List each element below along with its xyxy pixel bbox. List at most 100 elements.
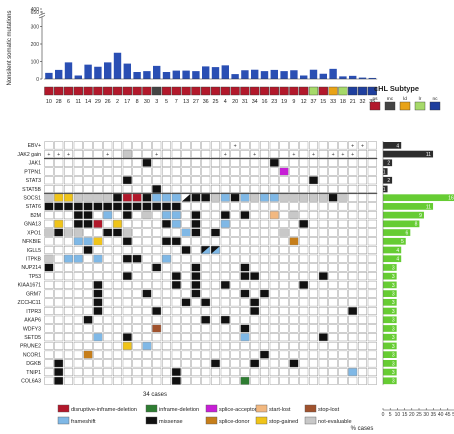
mutation-bar [319,73,327,79]
case-id-label: 11 [75,99,81,105]
grid-cell [289,263,299,272]
grid-cell [63,211,73,220]
grid-cell [348,237,358,246]
mutation-bar [329,68,337,79]
mutation-legend-label: splice-donor [219,419,250,425]
grid-cell [250,228,260,237]
grid-cell [318,376,328,385]
grid-cell [299,333,309,342]
grid-cell [338,254,348,263]
grid-cell [191,254,201,263]
grid-cell [73,219,83,228]
grid-cell [191,237,201,246]
subtype-legend-code: mc [387,97,394,102]
grid-cell [191,158,201,167]
mutation-legend-label: splice-acceptor [219,407,257,413]
grid-cell [289,359,299,368]
grid-cell [289,298,299,307]
grid-cell [240,341,250,350]
grid-cell [63,167,73,176]
case-id-label: 7 [175,99,178,105]
grid-cell [63,298,73,307]
grid-cell [152,307,162,315]
case-id-label: 8 [136,99,139,105]
grid-cell [338,324,348,333]
grid-cell [201,228,211,237]
grid-cell [260,324,270,333]
grid-cell [142,333,152,342]
grid-cell [181,298,191,307]
grid-cell [171,254,181,263]
grid-cell [93,193,103,202]
grid-cell [152,141,162,150]
grid-cell [367,246,377,254]
grid-cell [269,263,279,272]
grid-cell [348,193,358,202]
grid-cell [338,298,348,307]
case-id-label: 3 [155,99,158,105]
grid-cell [210,167,220,176]
grid-cell [240,176,250,185]
grid-cell [299,376,309,385]
grid-cell [299,350,309,359]
grid-cell [269,219,279,228]
grid-cell [152,211,162,220]
gene-frequency-label: 11 [426,152,431,158]
grid-cell [171,176,181,185]
grid-cell [142,150,152,159]
grid-cell [299,289,309,298]
grid-cell [44,141,54,150]
gene-frequency-label: 1 [383,169,386,175]
grid-cell [171,167,181,176]
grid-cell [142,141,152,150]
grid-cell [63,333,73,342]
grid-cell [318,237,328,246]
grid-cell [191,184,201,193]
grid-cell [279,193,289,202]
grid-cell [240,211,250,220]
grid-cell [348,298,358,307]
grid-cell [44,307,54,315]
grid-cell [279,341,289,350]
grid-cell [112,254,122,263]
subtype-legend: cHL Subtype ns mc ld lr nc [369,84,441,111]
gene-label: SOCS1 [23,195,41,201]
grid-cell [309,158,319,167]
grid-cell [328,184,338,193]
grid-cell [73,341,83,350]
grid-cell [230,280,240,289]
grid-cell [83,368,93,377]
grid-cell [93,158,103,167]
grid-cell [309,359,319,368]
gene-frequency-bar [383,168,388,175]
grid-cell [338,211,348,220]
grid-cell [171,289,181,298]
subtype-legend-code: ns [372,97,378,102]
mutation-bar [358,77,367,79]
grid-cell [299,176,309,185]
grid-cell [220,167,230,176]
grid-cell [348,219,358,228]
grid-cell [201,202,211,211]
grid-cell [289,237,299,246]
grid-cell [122,341,132,350]
grid-cell [161,324,171,333]
grid-cell [161,202,171,211]
grid-cell [250,298,260,307]
grid-cell [181,341,191,350]
grid-cell [309,289,319,298]
grid-cell [63,228,73,237]
grid-cell [103,376,113,385]
gene-frequency-label: 3 [392,292,395,298]
grid-cell [54,254,64,263]
grid-cell [299,211,309,220]
grid-cell [220,333,230,342]
gene-frequency-bar [383,342,397,350]
grid-cell [269,307,279,315]
grid-cell [63,350,73,359]
grid-cell [269,246,279,254]
grid-cell [171,228,181,237]
grid-cell [201,376,211,385]
grid-cell [171,280,181,289]
grid-cell [230,272,240,281]
